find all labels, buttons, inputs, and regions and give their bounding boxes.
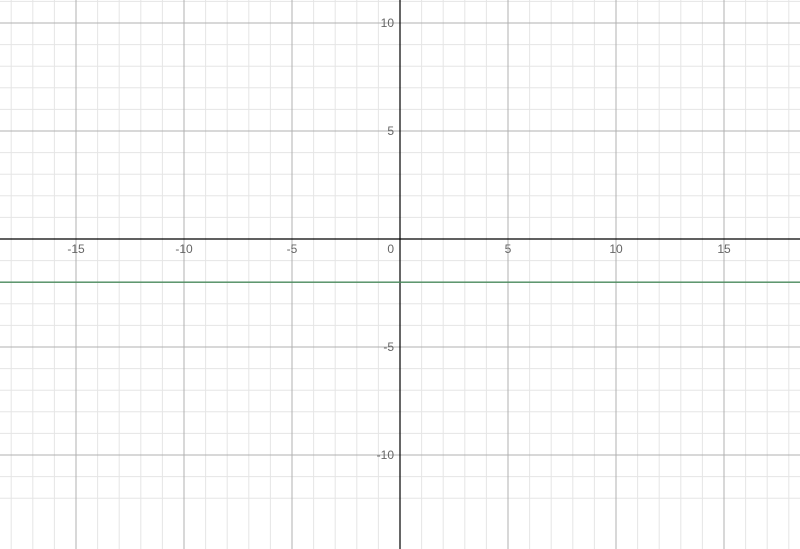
y-tick-label: 5	[387, 124, 394, 138]
x-tick-label: -10	[175, 242, 193, 256]
y-tick-label: -10	[377, 448, 395, 462]
x-tick-label: -5	[287, 242, 298, 256]
x-tick-label: 5	[505, 242, 512, 256]
chart-svg: -15 -10 -5 0 5 10 15 -10 -5 5 10	[0, 0, 800, 549]
y-tick-label: -5	[383, 340, 394, 354]
coordinate-plane-chart: -15 -10 -5 0 5 10 15 -10 -5 5 10	[0, 0, 800, 549]
x-tick-label: 10	[609, 242, 623, 256]
x-tick-label: -15	[67, 242, 85, 256]
x-tick-label: 15	[717, 242, 731, 256]
y-tick-label: 10	[381, 16, 395, 30]
x-tick-label: 0	[387, 242, 394, 256]
